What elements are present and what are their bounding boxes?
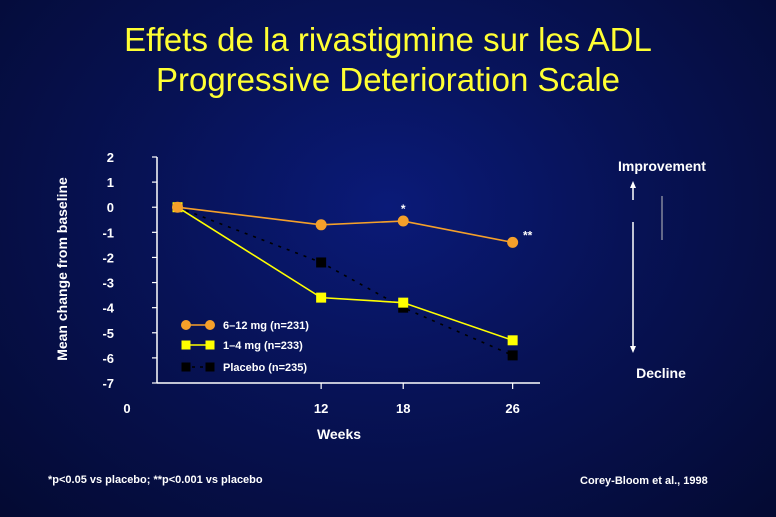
data-point <box>397 215 409 227</box>
series-line <box>177 206 513 357</box>
x-tick-label: 18 <box>396 401 410 416</box>
y-tick-label: -5 <box>102 326 114 341</box>
y-tick-label: -6 <box>102 351 114 366</box>
y-tick-label: 0 <box>107 200 114 215</box>
legend-marker <box>181 320 191 330</box>
data-point <box>316 257 327 268</box>
improvement-arrow-icon <box>630 181 636 200</box>
series-2 <box>177 206 518 361</box>
y-axis-label: Mean change from baseline <box>54 177 70 361</box>
y-tick-label: 1 <box>107 175 114 190</box>
data-point <box>507 236 519 248</box>
improvement-label: Improvement <box>618 158 706 174</box>
legend-marker <box>205 362 215 372</box>
series-0 <box>172 201 519 248</box>
legend-marker <box>205 320 215 330</box>
title-line-2: Progressive Deterioration Scale <box>155 61 621 98</box>
x-tick-label: 12 <box>314 401 328 416</box>
y-tick-label: -1 <box>102 225 114 240</box>
legend-item: Placebo (n=235) <box>181 362 307 374</box>
x-axis-label: Weeks <box>317 426 361 442</box>
title-line-1: Effets de la rivastigmine sur les ADL <box>124 21 652 58</box>
legend-item: 6–12 mg (n=231) <box>181 320 309 332</box>
y-tick-label: -3 <box>102 276 114 291</box>
data-point <box>398 302 409 313</box>
y-tick-label: -2 <box>102 250 114 265</box>
x-tick-label: 0 <box>123 401 130 416</box>
legend-marker <box>181 340 191 350</box>
data-point <box>172 201 184 213</box>
legend-label: 1–4 mg (n=233) <box>223 340 303 352</box>
significance-marker: ** <box>523 228 533 242</box>
chart-series: *** <box>172 201 533 361</box>
series-line <box>177 206 513 342</box>
data-point <box>507 350 518 361</box>
data-point <box>398 297 409 308</box>
legend-marker <box>181 362 191 372</box>
data-point <box>315 219 327 231</box>
legend-marker <box>205 340 215 350</box>
y-tick-label: 2 <box>107 150 114 165</box>
chart-legend: 6–12 mg (n=231) 1–4 mg (n=233) Placebo (n=… <box>181 320 309 374</box>
data-point <box>507 335 518 346</box>
legend-label: 6–12 mg (n=231) <box>223 320 309 332</box>
legend-item: 1–4 mg (n=233) <box>181 340 303 352</box>
series-line <box>177 206 513 244</box>
data-point <box>316 292 327 303</box>
chart-axes: 2 1 0 -1 -2 -3 -4 -5 -6 -7 0 12 18 26 <box>102 150 540 416</box>
citation: Corey-Bloom et al., 1998 <box>580 475 708 487</box>
x-tick-label: 26 <box>505 401 519 416</box>
significance-marker: * <box>401 202 406 216</box>
footnote: *p<0.05 vs placebo; **p<0.001 vs placebo <box>48 474 263 486</box>
decline-label: Decline <box>636 365 686 381</box>
decline-arrow-icon <box>630 222 636 353</box>
y-tick-label: -7 <box>102 376 114 391</box>
y-tick-label: -4 <box>102 301 114 316</box>
legend-label: Placebo (n=235) <box>223 362 307 374</box>
